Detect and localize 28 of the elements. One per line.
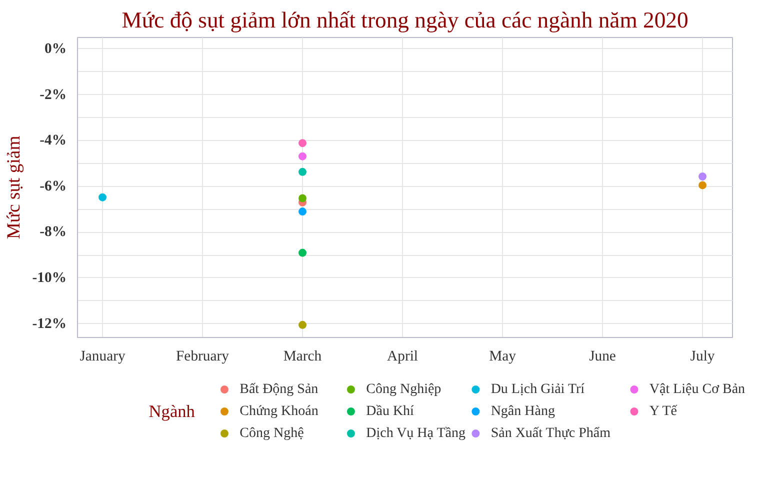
legend-label: Dịch Vụ Hạ Tầng xyxy=(366,426,466,441)
x-tick-label: May xyxy=(489,348,517,364)
legend-label: Du Lịch Giải Trí xyxy=(490,382,585,397)
legend-label: Bất Động Sản xyxy=(240,382,318,397)
legend-label: Sản Xuất Thực Phẩm xyxy=(490,426,611,441)
y-tick-label: -6% xyxy=(40,178,67,194)
legend-label: Vật Liệu Cơ Bản xyxy=(649,382,746,397)
legend-label: Dầu Khí xyxy=(366,404,414,419)
legend-label: Công Nghệ xyxy=(240,426,304,441)
x-tick-label: March xyxy=(283,348,322,364)
y-tick-label: 0% xyxy=(44,40,66,57)
x-tick-label: June xyxy=(589,348,616,364)
chart-title: Mức độ sụt giảm lớn nhất trong ngày của các ngành năm 2020 xyxy=(122,8,688,32)
y-tick-label: -8% xyxy=(40,224,67,240)
legend-label: Công Nghiệp xyxy=(366,382,442,397)
y-tick-label: -2% xyxy=(40,86,67,103)
legend-label: Ngân Hàng xyxy=(490,404,555,419)
y-tick-label: -4% xyxy=(40,132,67,149)
legend-label: Chứng Khoán xyxy=(240,404,318,419)
legend-title: Ngành xyxy=(148,402,196,421)
x-tick-label: January xyxy=(80,348,126,364)
y-tick-label: -12% xyxy=(32,316,67,332)
x-tick-label: February xyxy=(176,348,230,364)
x-tick-label: July xyxy=(690,348,716,364)
y-tick-label: -10% xyxy=(32,270,67,286)
legend-label: Y Tế xyxy=(649,404,678,419)
x-tick-label: April xyxy=(387,348,418,364)
y-axis-title: Mức sụt giảm xyxy=(3,135,24,240)
